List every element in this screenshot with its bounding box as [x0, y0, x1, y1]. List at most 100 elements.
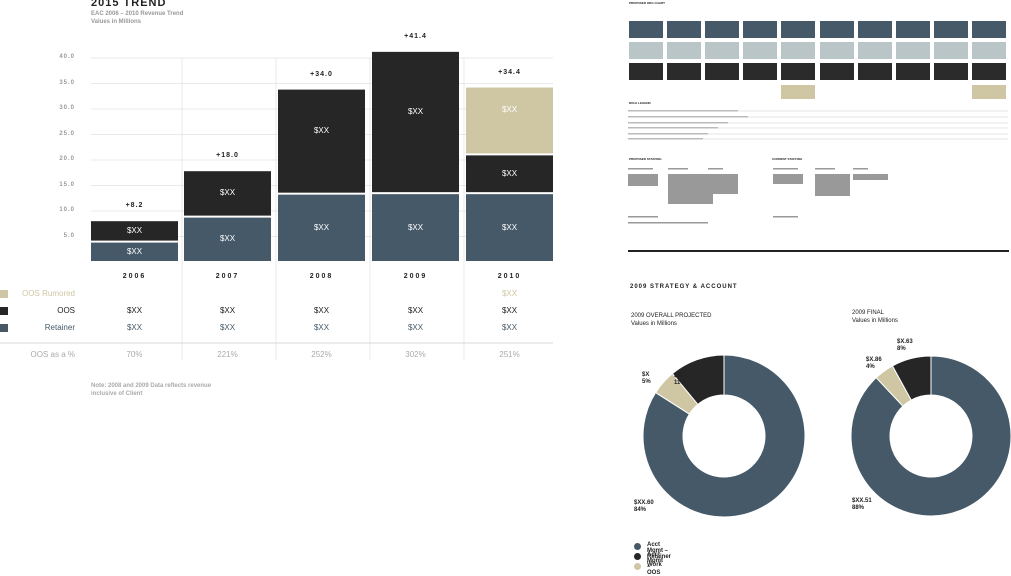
donut1-label-work-pct: 5%	[642, 379, 651, 385]
pct-cell-0: 70%	[126, 350, 143, 359]
table-cell-1-2: $XX	[313, 306, 330, 315]
org-box-r2-c0	[629, 63, 663, 80]
org-box-r2-c1	[667, 63, 701, 80]
table-row-label-2: Retainer	[44, 323, 75, 332]
org-box-r0-c5	[820, 21, 854, 38]
y-tick-30.0: 30.0	[59, 105, 75, 111]
donut1-label-oos-pct: 11%	[674, 380, 686, 386]
donut2-label-oos: $X.63 8%	[897, 339, 913, 353]
donut1-label-retainer-value: $XX.60	[634, 500, 654, 506]
org-box-r1-c3	[743, 42, 777, 59]
org-box-r0-c2	[705, 21, 739, 38]
donut2-subtitle: Values in Millions	[852, 318, 898, 324]
bar-total-2009: +41.4	[404, 32, 427, 40]
bar-label-2007-0: $XX	[219, 234, 236, 244]
org-box-r0-c1	[667, 21, 701, 38]
org-box-r1-c2	[705, 42, 739, 59]
pct-cell-1: 221%	[217, 350, 238, 359]
bar-total-2006: +8.2	[125, 202, 144, 210]
y-tick-35.0: 35.0	[59, 79, 75, 86]
table-cell-2-0: $XX	[126, 323, 143, 332]
org-box-r1-c5	[820, 42, 854, 59]
trend-note: Note: 2008 and 2009 Data reflects revenu…	[91, 382, 211, 398]
pct-cell-4: 251%	[499, 350, 520, 359]
org-box-r2-c8	[934, 63, 968, 80]
org-box-r1-c8	[934, 42, 968, 59]
bar-label-2010-0: $XX	[501, 222, 518, 232]
org-current-staffing: CURRENT STAFFING	[772, 157, 803, 161]
org-box-r0-c3	[743, 21, 777, 38]
donut1-slice-0	[642, 354, 806, 518]
trend-subtitle: EAC 2006 – 2010 Revenue Trend	[91, 11, 184, 17]
bar-2008-retainer	[278, 194, 365, 261]
table-cell-2-2: $XX	[313, 323, 330, 332]
trend-bars	[91, 51, 553, 261]
org-box-r2-c2	[705, 63, 739, 80]
trend-column-dividers	[181, 58, 465, 360]
donut1-subtitle: Values in Millions	[631, 321, 677, 327]
org-box-r1-c7	[896, 42, 930, 59]
org-box-r0-c0	[629, 21, 663, 38]
org-title: PROPOSED ORG CHART	[629, 1, 666, 5]
donut2-slice-2	[891, 355, 932, 401]
org-role-legend: ROLE LEGEND	[629, 101, 651, 105]
trend-title: 2015 TREND	[91, 0, 167, 9]
table-swatch-1	[0, 307, 8, 315]
strategy-title: 2009 STRATEGY & ACCOUNT	[630, 284, 738, 290]
bar-label-2008-0: $XX	[313, 222, 330, 232]
trend-bar-chart	[0, 51, 553, 360]
y-tick-25.0: 25.0	[59, 130, 75, 137]
x-tick-2009: 2009	[403, 273, 428, 280]
legend-label-retainer: Acct Mgmt – Retainer	[647, 542, 672, 560]
pct-cell-3: 302%	[405, 350, 426, 359]
bar-2010-retainer	[466, 194, 553, 261]
donut2-label-work-value: $X.86	[866, 357, 882, 363]
legend-swatch-oos	[634, 553, 641, 560]
table-swatch-2	[0, 324, 8, 332]
table-swatch-0	[0, 290, 8, 298]
table-row-label-0: OOS Rumored	[22, 289, 75, 298]
donut1-label-oos: $X 11%	[674, 373, 686, 387]
donut2-label-work-pct: 4%	[866, 364, 875, 370]
x-tick-2006: 2006	[122, 273, 147, 280]
table-cell-2-3: $XX	[407, 323, 424, 332]
org-box-r1-c1	[667, 42, 701, 59]
bar-label-2009-1: $XX	[407, 107, 424, 116]
legend-swatch-retainer	[634, 543, 641, 550]
table-cell-0-4: $XX	[501, 289, 518, 298]
donut2-label-work: $X.86 4%	[866, 357, 882, 371]
trend-note-line2: inclusive of Client	[91, 391, 143, 397]
bar-total-2010: +34.4	[498, 68, 521, 76]
org-box-tan-0	[781, 85, 815, 99]
org-box-r2-c7	[896, 63, 930, 80]
legend-label-work: Work	[647, 562, 662, 568]
donut1-label-work-value: $X	[642, 372, 650, 378]
x-tick-2008: 2008	[309, 273, 334, 280]
org-box-r2-c5	[820, 63, 854, 80]
bar-label-2007-1: $XX	[219, 188, 236, 198]
table-cell-1-1: $XX	[219, 306, 236, 315]
donut1-label-retainer-pct: 84%	[634, 507, 647, 513]
bar-label-2010-1: $XX	[501, 168, 518, 178]
section-divider	[628, 250, 1009, 252]
pct-row-label: OOS as a %	[30, 350, 75, 359]
donut1-slice-2	[671, 354, 725, 406]
bar-label-2006-1: $XX	[126, 225, 143, 235]
bar-2008-oos	[278, 89, 365, 193]
table-cell-1-3: $XX	[407, 306, 424, 315]
org-box-r0-c7	[896, 21, 930, 38]
donut1-title: 2009 OVERALL PROJECTED	[631, 313, 712, 319]
org-box-r0-c6	[858, 21, 892, 38]
org-box-r1-c6	[858, 42, 892, 59]
donut1-label-oos-value: $X	[674, 373, 682, 379]
bar-2007-oos	[184, 171, 271, 216]
x-tick-2007: 2007	[215, 273, 240, 280]
donut2-label-retainer-pct: 88%	[852, 505, 865, 511]
y-tick-10.0: 10.0	[59, 207, 75, 213]
donut2-label-retainer-value: $XX.51	[852, 498, 872, 504]
org-box-tan-1	[972, 85, 1006, 99]
org-box-r2-c6	[858, 63, 892, 80]
table-cell-1-0: $XX	[126, 306, 143, 315]
donut2-label-oos-value: $X.63	[897, 339, 913, 345]
